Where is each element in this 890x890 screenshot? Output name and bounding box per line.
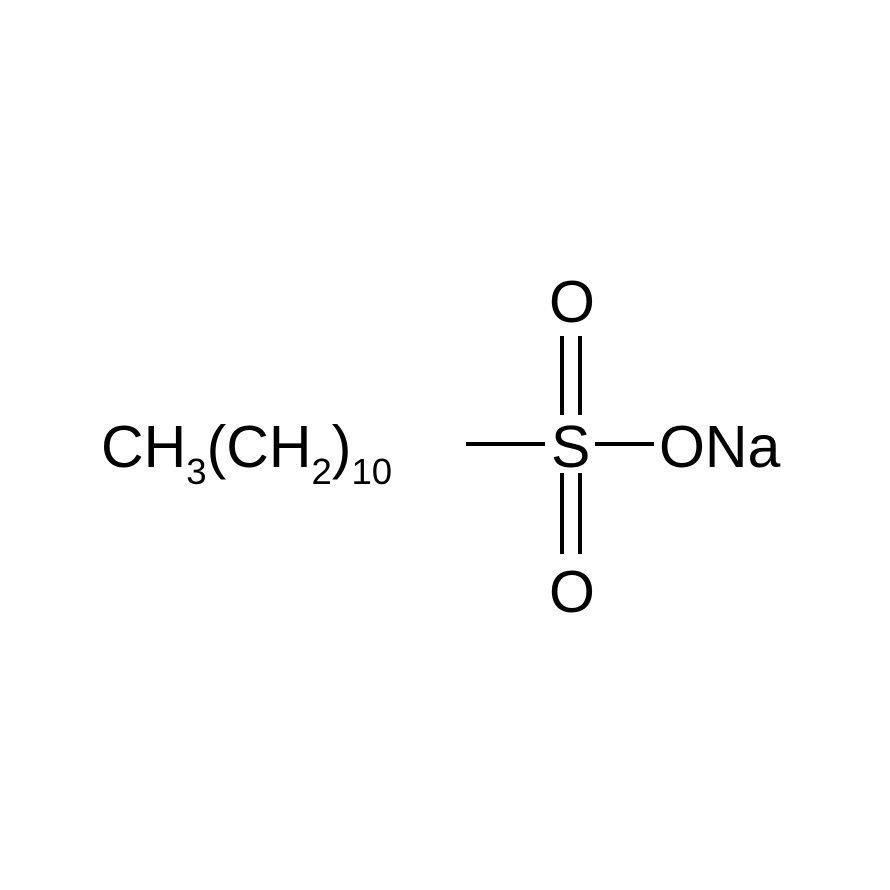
chain-text-1: CH: [101, 414, 186, 480]
bond-sulfur-obot-1: [560, 473, 564, 554]
chain-sub-1: 3: [186, 451, 206, 492]
bond-sulfur-otop-2: [578, 336, 582, 415]
chain-text-2: (CH: [207, 414, 312, 480]
chain-sub-3: 10: [351, 451, 392, 492]
bond-sulfur-ona: [595, 442, 654, 446]
chain-text-3: ): [332, 414, 352, 480]
chemical-structure-canvas: CH3(CH2)10 S O O ONa: [0, 0, 890, 890]
oxygen-top-atom: O: [549, 268, 595, 336]
sulfur-atom: S: [551, 413, 590, 481]
bond-sulfur-otop-1: [560, 336, 564, 415]
bond-chain-sulfur: [466, 442, 545, 446]
chain-formula: CH3(CH2)10: [101, 413, 392, 489]
bond-sulfur-obot-2: [578, 473, 582, 554]
oxygen-bottom-atom: O: [549, 558, 595, 626]
chain-sub-2: 2: [311, 451, 331, 492]
sodium-oxide-group: ONa: [659, 413, 780, 481]
